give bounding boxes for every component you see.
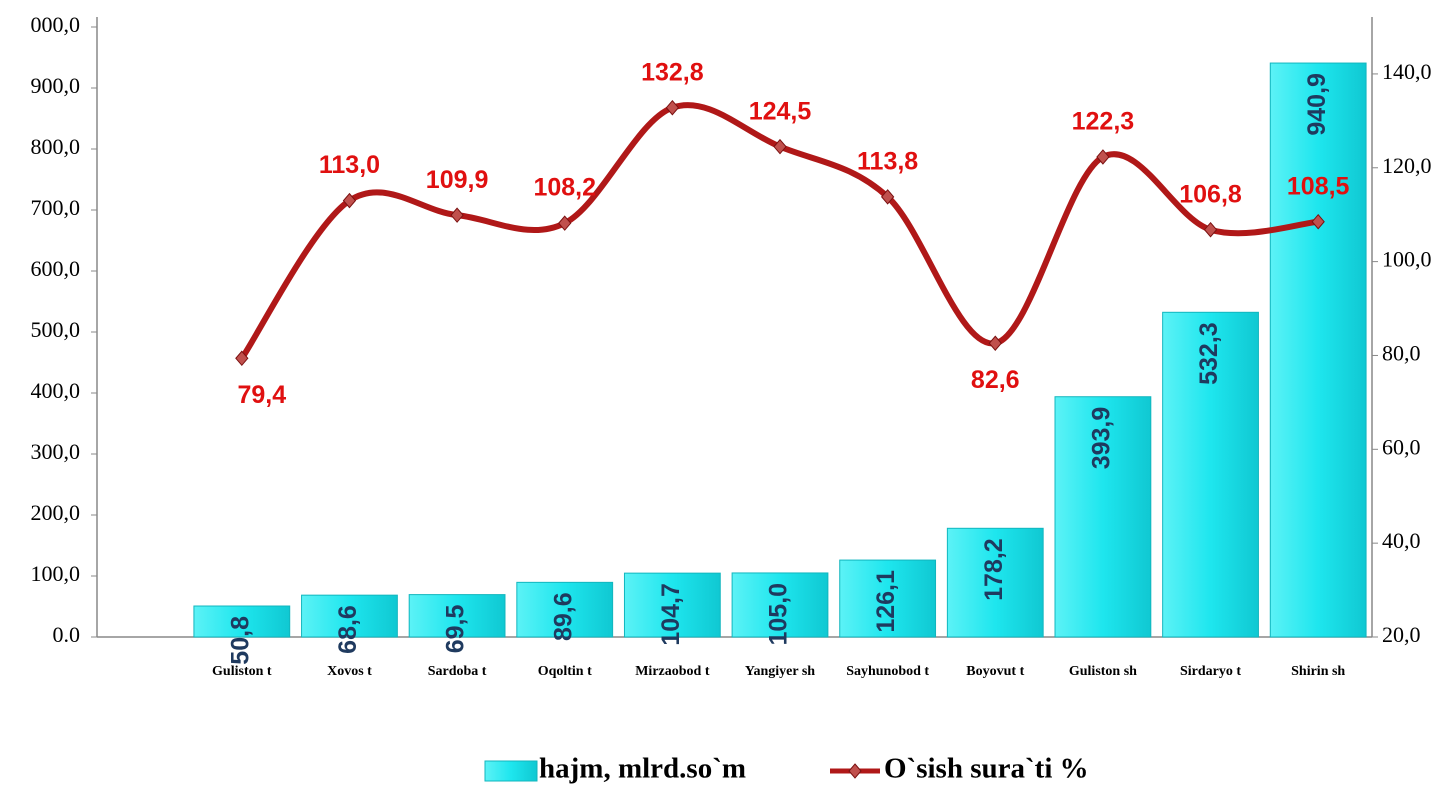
- bar-value-label: 178,2: [980, 538, 1008, 601]
- line-value-label: 124,5: [749, 97, 812, 125]
- y2-tick-label: 140,0: [1382, 59, 1432, 84]
- line-marker: [773, 138, 787, 155]
- bar: [516, 581, 614, 638]
- bar: [408, 594, 506, 638]
- bar-value-label: 68,6: [334, 605, 362, 654]
- x-tick-label: Sayhunobod t: [846, 664, 929, 679]
- y2-tick-label: 60,0: [1382, 434, 1421, 459]
- line-marker: [665, 99, 680, 116]
- y-tick-label: 0.0: [53, 622, 81, 647]
- line-value-label: 132,8: [641, 58, 704, 86]
- y-tick-label: 900,0: [31, 73, 81, 98]
- bar-value-label: 393,9: [1088, 407, 1116, 470]
- x-tick-label: Yangiyer sh: [745, 664, 815, 679]
- x-tick-label: Oqoltin t: [538, 664, 592, 679]
- legend-label: O`sish sura`ti %: [884, 753, 1089, 785]
- bar: [1162, 311, 1259, 638]
- bar: [301, 594, 398, 638]
- y-tick-label: 600,0: [31, 256, 81, 281]
- line-value-label: 108,2: [533, 174, 596, 202]
- y-tick-label: 500,0: [31, 317, 81, 342]
- line-marker: [1203, 221, 1218, 238]
- y-tick-label: 700,0: [31, 195, 81, 220]
- bar-value-label: 50,8: [226, 616, 254, 665]
- bar: [1054, 396, 1152, 638]
- bar-value-label: 105,0: [765, 583, 793, 646]
- y-tick-label: 400,0: [31, 378, 81, 403]
- line: [239, 102, 1319, 360]
- bar-value-label: 940,9: [1303, 73, 1331, 136]
- line-marker: [988, 335, 1002, 352]
- line-value-label: 82,6: [971, 366, 1020, 394]
- x-tick-label: Boyovut t: [966, 664, 1024, 679]
- y-tick-label: 300,0: [31, 439, 81, 464]
- x-tick-label: Xovos t: [327, 664, 372, 679]
- legend-label: hajm, mlrd.so`m: [539, 753, 746, 785]
- x-tick-label: Sirdaryo t: [1180, 664, 1241, 679]
- bar: [946, 527, 1044, 638]
- bar-value-label: 532,3: [1195, 322, 1223, 385]
- y2-tick-label: 80,0: [1382, 341, 1421, 366]
- line-marker: [558, 215, 572, 231]
- bar: [1269, 62, 1367, 638]
- x-tick-label: Guliston t: [212, 664, 272, 679]
- x-tick-label: Mirzaobod t: [635, 664, 710, 679]
- line-marker: [1311, 213, 1325, 230]
- legend-swatch: [484, 760, 538, 782]
- y-tick-label: 100,0: [31, 561, 81, 586]
- line-value-label: 113,0: [319, 151, 380, 179]
- line-marker: [1096, 149, 1110, 165]
- line-marker: [880, 189, 895, 205]
- bar: [839, 559, 937, 638]
- bar-value-label: 69,5: [442, 605, 470, 654]
- y2-tick-label: 20,0: [1382, 622, 1421, 647]
- legend-marker: [848, 763, 862, 779]
- line-value-label: 79,4: [237, 381, 286, 409]
- line-marker: [450, 207, 464, 223]
- line-value-label: 108,5: [1287, 172, 1350, 200]
- x-tick-label: Sardoba t: [428, 664, 487, 679]
- line-marker: [342, 192, 357, 209]
- x-tick-label: Guliston sh: [1069, 664, 1137, 679]
- bar: [731, 572, 829, 638]
- line-value-label: 106,8: [1179, 180, 1242, 208]
- y-tick-label: 200,0: [31, 500, 81, 525]
- line-marker: [235, 350, 249, 367]
- y2-tick-label: 40,0: [1382, 528, 1421, 553]
- bar: [623, 572, 721, 638]
- x-tick-label: Shirin sh: [1291, 664, 1345, 679]
- line-value-label: 113,8: [857, 147, 918, 175]
- bar: [193, 605, 291, 638]
- y2-tick-label: 100,0: [1382, 247, 1432, 272]
- y-tick-label: 800,0: [31, 134, 81, 159]
- bar-value-label: 126,1: [872, 570, 900, 633]
- y-tick-label: 000,0: [31, 12, 81, 37]
- line-value-label: 109,9: [426, 166, 489, 194]
- bar-value-label: 89,6: [549, 592, 577, 641]
- line-value-label: 122,3: [1072, 108, 1135, 136]
- y2-tick-label: 120,0: [1382, 153, 1432, 178]
- bar-value-label: 104,7: [657, 583, 685, 646]
